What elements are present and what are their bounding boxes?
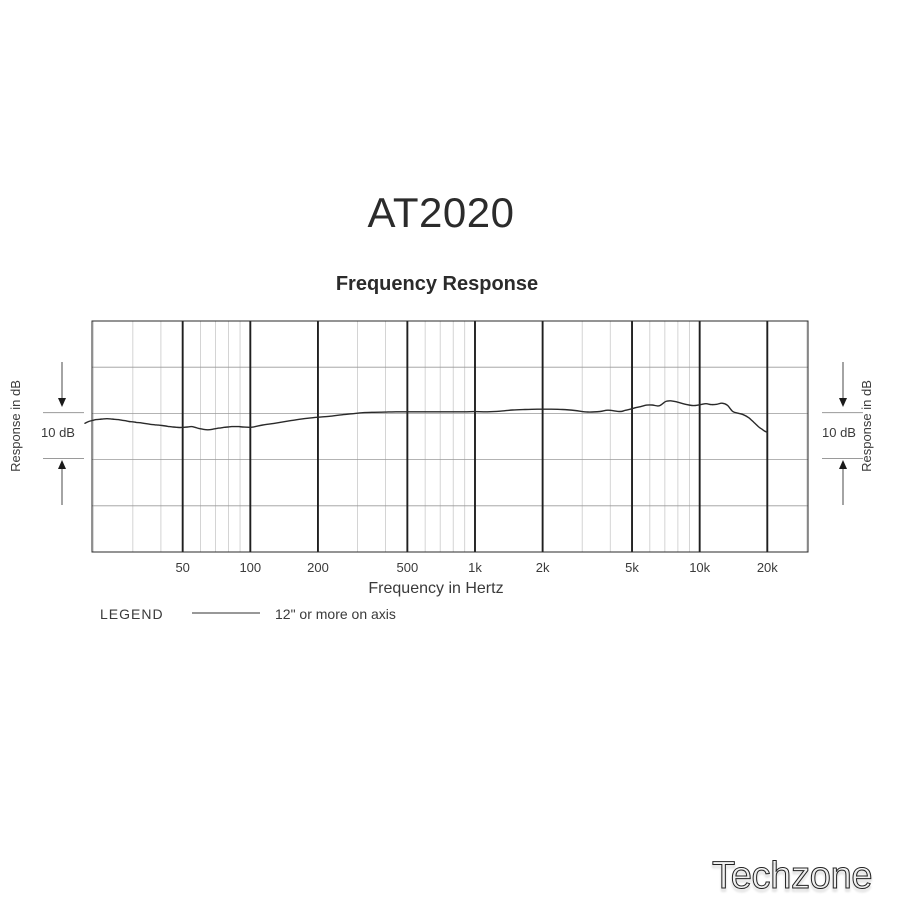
svg-text:200: 200 — [307, 560, 329, 575]
svg-text:Response in dB: Response in dB — [8, 380, 23, 472]
svg-text:1k: 1k — [468, 560, 482, 575]
svg-text:Response in dB: Response in dB — [859, 380, 874, 472]
svg-text:10k: 10k — [689, 560, 710, 575]
svg-text:100: 100 — [239, 560, 261, 575]
svg-text:5k: 5k — [625, 560, 639, 575]
svg-text:20k: 20k — [757, 560, 778, 575]
svg-text:50: 50 — [175, 560, 189, 575]
svg-text:2k: 2k — [536, 560, 550, 575]
svg-text:10 dB: 10 dB — [822, 425, 856, 440]
svg-text:500: 500 — [397, 560, 419, 575]
svg-text:10 dB: 10 dB — [41, 425, 75, 440]
svg-text:Techzone: Techzone — [712, 855, 872, 897]
